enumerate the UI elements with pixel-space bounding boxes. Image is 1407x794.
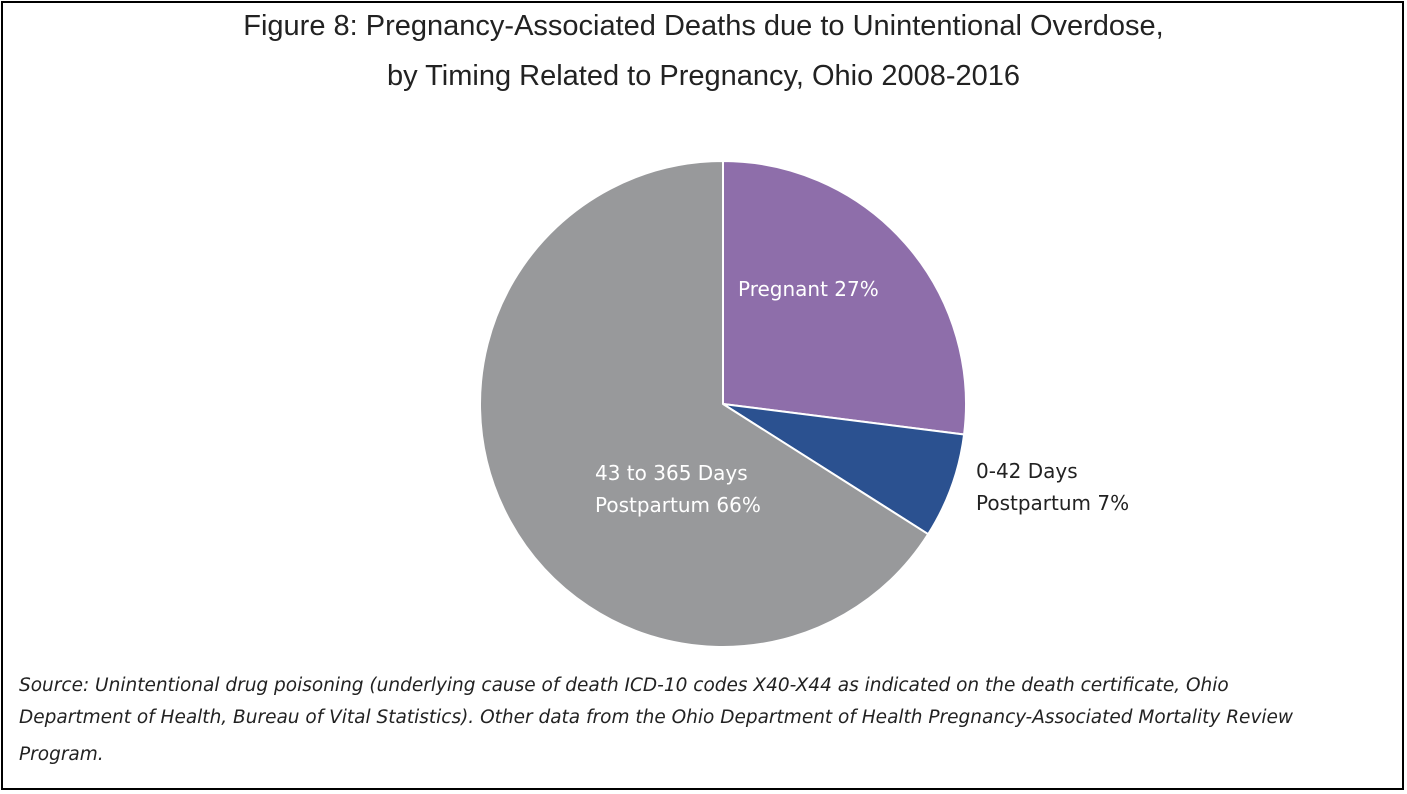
slice-label-line: 43 to 365 Days bbox=[595, 461, 748, 485]
chart-title-line-1: Figure 8: Pregnancy-Associated Deaths du… bbox=[243, 10, 1164, 42]
pie-slice-0-42-days-postpartum bbox=[722, 403, 966, 536]
slice-label-line: Pregnant 27% bbox=[738, 277, 879, 301]
chart-title-line-2: by Timing Related to Pregnancy, Ohio 200… bbox=[386, 60, 1020, 92]
source-note-line-1: Source: Unintentional drug poisoning (un… bbox=[19, 675, 1229, 696]
source-note-line-2: Department of Health, Bureau of Vital St… bbox=[19, 707, 1294, 728]
pie-slices bbox=[479, 160, 967, 648]
slice-label-line: Postpartum 7% bbox=[976, 491, 1129, 515]
slice-label-line: Postpartum 66% bbox=[595, 493, 761, 517]
slice-label-pregnant: Pregnant 27% bbox=[738, 277, 879, 301]
slice-label-line: 0-42 Days bbox=[976, 459, 1078, 483]
pie-labels: Pregnant 27% 0-42 Days Postpartum 7% 43 to … bbox=[595, 277, 1129, 517]
pie-slice-43-to-365-days-postpartum bbox=[479, 160, 930, 648]
slice-label-43-to-365-days-postpartum: 43 to 365 Days Postpartum 66% bbox=[595, 461, 761, 517]
pie-slice-pregnant bbox=[722, 160, 967, 436]
source-note-line-3: Program. bbox=[19, 744, 104, 765]
slice-label-0-42-days-postpartum: 0-42 Days Postpartum 7% bbox=[976, 459, 1129, 515]
